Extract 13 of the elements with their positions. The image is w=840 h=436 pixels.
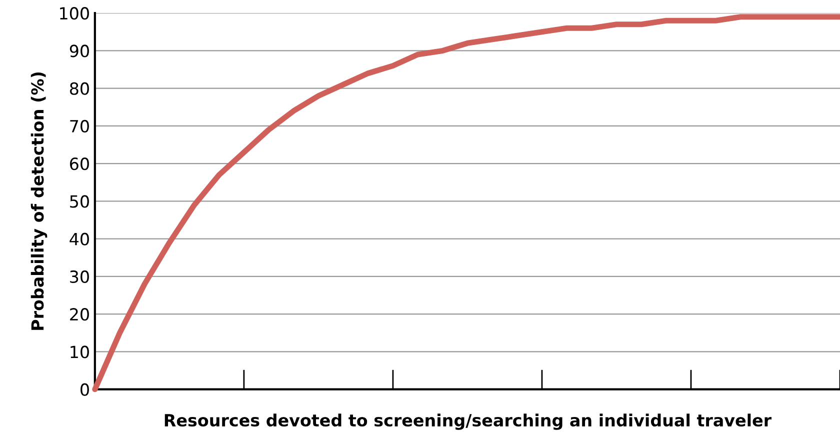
- y-tick-label: 20: [70, 308, 89, 321]
- x-axis-title: Resources devoted to screening/searching an individual traveler: [164, 414, 772, 430]
- y-tick-label: 50: [70, 195, 89, 208]
- y-tick-label: 30: [70, 270, 89, 284]
- y-tick-label: 80: [70, 82, 89, 95]
- y-tick-label: 100: [60, 7, 89, 20]
- y-tick-label: 90: [70, 44, 89, 58]
- y-tick-label: 40: [70, 232, 89, 246]
- y-tick-label: 70: [70, 120, 89, 133]
- y-tick-label: 10: [70, 346, 89, 358]
- y-axis-title: Probability of detection (%): [30, 72, 48, 330]
- y-tick-label: 0: [80, 383, 89, 396]
- y-tick-label: 60: [70, 158, 89, 170]
